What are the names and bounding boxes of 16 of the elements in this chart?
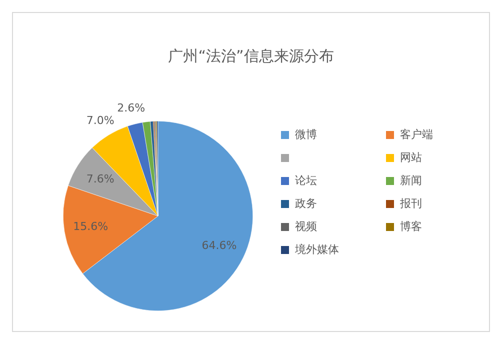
legend-label: 境外媒体 [295, 242, 339, 257]
legend-label: 论坛 [295, 173, 317, 188]
legend-label: 客户端 [400, 127, 433, 142]
legend-label: 政务 [295, 196, 317, 211]
data-label: 2.6% [117, 101, 146, 114]
legend-label: 网站 [400, 150, 422, 165]
data-label: 7.0% [86, 114, 114, 128]
legend-label: 博客 [400, 219, 422, 234]
data-label: 7.6% [86, 172, 114, 186]
legend-label: 微博 [295, 127, 317, 142]
legend-label: 报刊 [400, 196, 422, 211]
legend-label: 视频 [295, 219, 317, 234]
chart-title: 广州“法治”信息来源分布 [167, 47, 335, 66]
data-label: 15.6% [73, 220, 108, 233]
data-label: 64.6% [202, 239, 237, 252]
legend-label: 新闻 [400, 173, 422, 188]
